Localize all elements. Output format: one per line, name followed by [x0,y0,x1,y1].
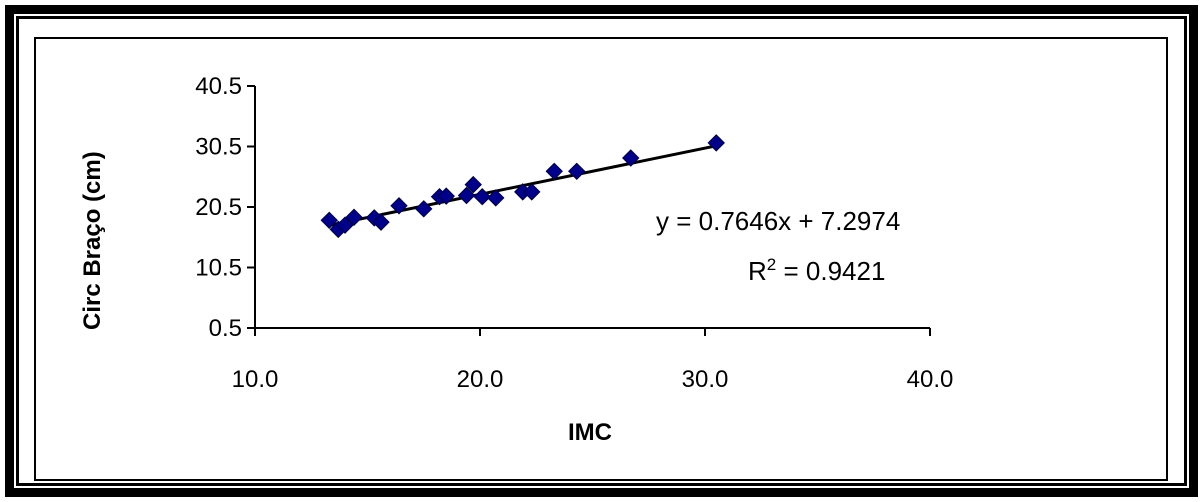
y-axis-title-group: Circ Braço (cm) [79,151,106,330]
data-point [523,183,541,201]
data-point [390,197,408,215]
data-point [473,188,491,206]
data-point [568,162,586,181]
y-tick-label: 0.5 [209,315,242,342]
x-axis-title: IMC [568,419,612,446]
data-point [622,149,640,167]
data-point [336,216,354,234]
y-axis-title: Circ Braço (cm) [79,151,106,330]
data-point [487,189,505,207]
y-tick-label: 30.5 [195,134,242,161]
x-tick-label: 20.0 [457,366,504,393]
trendline-equation: y = 0.7646x + 7.2974 [656,206,900,236]
y-tick-label: 40.5 [195,73,242,100]
data-point [707,134,725,152]
data-point [545,162,563,181]
data-point [415,200,433,218]
x-ticks: 10.0 20.0 30.0 40.0 [232,328,954,393]
x-tick-label: 40.0 [907,366,954,393]
x-tick-label: 30.0 [682,366,729,393]
y-ticks: 0.5 10.5 20.5 30.5 40.5 [195,73,255,342]
data-point [464,175,482,194]
chart-area [34,37,1168,481]
x-tick-label: 10.0 [232,366,279,393]
y-tick-label: 10.5 [195,255,242,282]
data-point [437,187,455,205]
data-points [320,134,725,239]
y-tick-label: 20.5 [195,194,242,221]
data-point [345,208,363,226]
r-squared-prefix: R [748,256,767,286]
r-squared-superscript: 2 [767,255,776,274]
data-point [320,211,338,230]
r-squared-label: R2 = 0.9421 [748,255,885,286]
r-squared-value: = 0.9421 [776,256,885,286]
data-point [372,213,390,231]
data-point [457,186,476,205]
